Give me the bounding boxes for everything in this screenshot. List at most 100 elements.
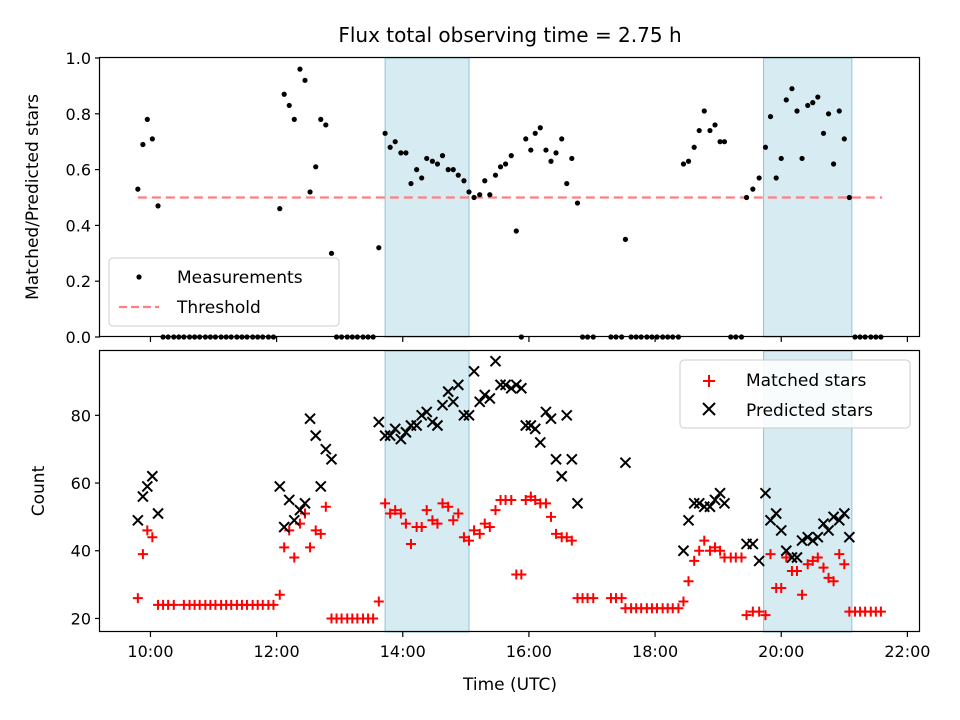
measurement-point — [160, 334, 166, 340]
measurement-point — [218, 334, 224, 340]
measurement-point — [638, 334, 644, 340]
measurement-point — [155, 203, 161, 209]
matched-star-point — [736, 552, 747, 563]
predicted-star-point — [484, 392, 496, 405]
measurement-point — [701, 108, 707, 114]
bottom-ytick-label: 40 — [71, 542, 91, 561]
measurement-point — [365, 334, 371, 340]
matched-star-point — [754, 606, 765, 617]
predicted-star-point — [499, 379, 512, 391]
measurement-point — [265, 334, 272, 340]
measurement-point — [548, 158, 554, 164]
predicted-star-point — [395, 433, 407, 445]
bottom-panel-frame — [98, 349, 921, 633]
measurement-point — [810, 100, 816, 106]
predicted-star-point — [786, 551, 798, 564]
measurement-point — [733, 334, 739, 340]
matched-star-point — [812, 552, 823, 563]
legend-top-box — [108, 257, 340, 327]
measurement-point — [528, 147, 534, 153]
measurement-point — [743, 194, 750, 201]
measurement-point — [649, 334, 655, 340]
chart-marks — [132, 66, 886, 624]
predicted-star-point — [310, 429, 322, 442]
predicted-star-point — [688, 497, 700, 510]
measurement-point — [429, 158, 436, 164]
measurement-point — [707, 127, 713, 134]
legend-measurements-marker — [136, 274, 142, 280]
predicted-star-point — [812, 531, 824, 543]
measurement-point — [767, 113, 774, 120]
measurement-point — [559, 136, 565, 142]
xtick-label: 14:00 — [380, 642, 426, 661]
measurement-point — [207, 334, 213, 340]
matched-star-point — [490, 505, 501, 516]
top-ytick-label: 0.4 — [66, 216, 91, 235]
matched-star-point — [289, 552, 300, 563]
measurement-point — [789, 86, 795, 92]
measurement-point — [619, 334, 625, 340]
predicted-star-point — [137, 490, 149, 503]
predicted-star-point — [442, 385, 454, 398]
matched-star-point — [390, 505, 401, 516]
measurement-point — [349, 334, 355, 340]
measurement-point — [836, 108, 842, 114]
measurement-point — [323, 122, 329, 128]
bottom-ytick-label: 80 — [71, 406, 91, 425]
measurement-point — [186, 334, 193, 340]
matched-star-point — [689, 555, 700, 566]
matched-star-point — [516, 569, 527, 580]
matched-star-point — [132, 593, 143, 604]
predicted-star-point — [718, 497, 731, 510]
measurement-point — [228, 334, 234, 340]
measurement-point — [750, 186, 756, 192]
matched-star-point — [320, 501, 331, 512]
measurement-point — [721, 139, 728, 145]
predicted-star-point — [619, 457, 632, 469]
predicted-star-point — [682, 514, 695, 526]
measurement-point — [794, 108, 800, 114]
predicted-star-point — [677, 545, 690, 557]
measurement-point — [197, 334, 203, 340]
matched-star-point — [380, 498, 391, 509]
predicted-star-point — [132, 514, 144, 526]
matched-star-point — [566, 535, 577, 546]
measurement-point — [482, 178, 488, 184]
measurement-point — [564, 180, 570, 187]
measurement-point — [313, 164, 319, 170]
predicted-star-point — [515, 382, 528, 394]
measurement-point — [398, 150, 404, 156]
measurement-point — [644, 334, 650, 340]
bottom-ytick-label: 20 — [71, 609, 91, 628]
measurement-point — [239, 334, 245, 340]
measurement-point — [487, 192, 493, 198]
measurement-point — [286, 102, 292, 109]
measurement-point — [537, 125, 543, 131]
predicted-star-point — [505, 382, 517, 394]
matched-star-point — [683, 576, 694, 587]
measurement-point — [717, 139, 723, 145]
matched-star-point — [479, 518, 490, 529]
predicted-star-point — [753, 555, 765, 567]
measurement-point — [773, 175, 779, 181]
predicted-star-point — [714, 487, 726, 499]
measurement-point — [873, 334, 879, 340]
predicted-star-point — [288, 514, 300, 526]
measurement-point — [250, 334, 256, 340]
bottom-ytick-label: 60 — [71, 474, 91, 493]
measurement-point — [660, 334, 666, 340]
matched-star-point — [520, 494, 531, 505]
predicted-star-point — [373, 416, 385, 428]
measurement-point — [439, 153, 446, 159]
predicted-star-point — [704, 501, 716, 513]
measurement-point — [344, 334, 350, 340]
predicted-star-point — [556, 470, 568, 482]
predicted-star-point — [540, 406, 552, 418]
measurement-point — [670, 334, 676, 340]
predicted-star-point — [410, 419, 423, 432]
predicted-star-point — [571, 497, 584, 510]
measurement-point — [523, 136, 529, 142]
predicted-star-point — [693, 497, 705, 510]
matched-star-point — [551, 528, 562, 539]
predicted-star-point — [561, 409, 573, 422]
